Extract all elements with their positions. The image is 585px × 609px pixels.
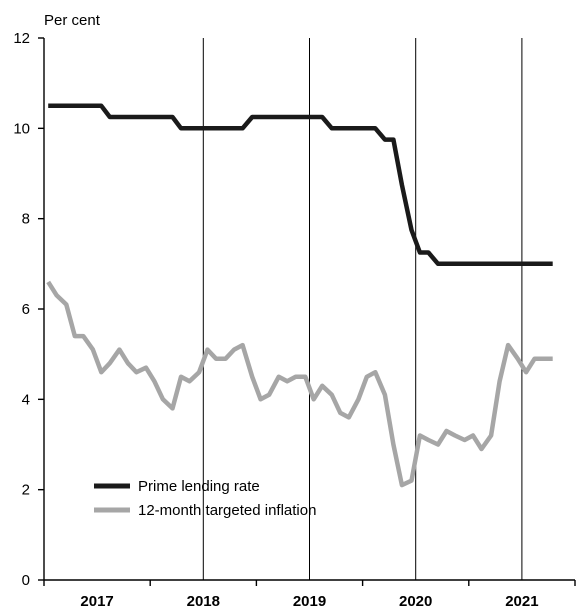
y-tick-label: 0 xyxy=(22,572,30,589)
series-lines xyxy=(46,103,553,488)
y-tick-labels: 0 2 4 6 8 10 12 xyxy=(13,30,30,589)
y-tick-label: 4 xyxy=(22,391,30,408)
year-separator-lines xyxy=(202,38,523,580)
y-axis-unit-label: Per cent xyxy=(44,12,101,29)
axes xyxy=(38,37,576,586)
y-tick-label: 12 xyxy=(13,30,30,47)
y-tick-label: 10 xyxy=(13,120,30,137)
x-tick-label: 2020 xyxy=(399,593,432,609)
y-tick-label: 6 xyxy=(22,301,30,318)
x-tick-labels: 2017 2018 2019 2020 2021 xyxy=(80,593,538,609)
12-month-targeted-inflation-line xyxy=(46,280,553,488)
y-tick-label: 8 xyxy=(22,211,30,228)
legend-label: Prime lending rate xyxy=(138,478,260,495)
prime-lending-rate-line xyxy=(48,103,553,267)
legend: Prime lending rate 12-month targeted infl… xyxy=(94,478,316,519)
y-tick-label: 2 xyxy=(22,482,30,499)
x-tick-label: 2019 xyxy=(293,593,326,609)
x-tick-label: 2017 xyxy=(80,593,113,609)
x-tick-label: 2018 xyxy=(187,593,220,609)
legend-label: 12-month targeted inflation xyxy=(138,502,316,519)
x-tick-label: 2021 xyxy=(505,593,538,609)
